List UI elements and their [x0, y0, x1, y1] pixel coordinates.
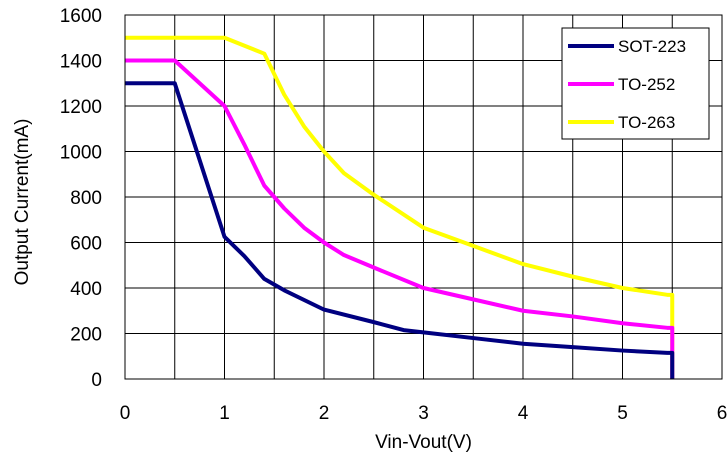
x-tick-label: 3 — [418, 403, 429, 424]
y-tick-label: 600 — [70, 234, 102, 255]
y-tick-label: 1200 — [60, 97, 102, 118]
x-tick-label: 4 — [518, 403, 529, 424]
x-tick-label: 5 — [617, 403, 628, 424]
x-tick-label: 2 — [319, 403, 330, 424]
y-tick-label: 200 — [70, 325, 102, 346]
x-tick-label: 0 — [120, 403, 131, 424]
y-tick-label: 1000 — [60, 143, 102, 164]
plot-border — [124, 14, 723, 380]
y-tick-label: 0 — [91, 370, 102, 391]
y-tick-label: 1600 — [60, 6, 102, 27]
series-line-to-252 — [125, 58, 675, 379]
y-tick-label: 1400 — [60, 52, 102, 73]
series-line-sot-223 — [125, 81, 675, 379]
legend-label: TO-252 — [618, 75, 675, 94]
tick-labels: 0 1 2 3 4 5 6 0 200 400 600 800 1000 1200 1400 1600 — [60, 6, 728, 424]
legend-label: SOT-223 — [618, 37, 686, 56]
x-axis-title: Vin-Vout(V) — [375, 432, 472, 453]
legend-label: TO-263 — [618, 113, 675, 132]
legend: SOT-223 TO-252 TO-263 — [561, 27, 710, 140]
series-layer — [125, 35, 675, 379]
series-line-to-263 — [125, 35, 675, 379]
y-axis-title: Output Current(mA) — [12, 119, 33, 286]
x-tick-label: 1 — [219, 403, 230, 424]
y-tick-label: 800 — [70, 188, 102, 209]
x-tick-label: 6 — [717, 403, 728, 424]
y-tick-label: 400 — [70, 279, 102, 300]
